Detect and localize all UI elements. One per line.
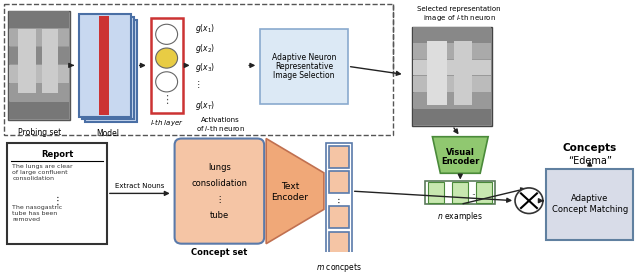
- Text: Model: Model: [97, 129, 120, 138]
- Circle shape: [156, 24, 177, 44]
- Circle shape: [156, 48, 177, 68]
- Text: $n$ examples: $n$ examples: [437, 210, 483, 223]
- Text: ⋮: ⋮: [161, 95, 172, 105]
- FancyBboxPatch shape: [260, 29, 348, 104]
- Polygon shape: [433, 137, 488, 173]
- Circle shape: [515, 188, 543, 213]
- Text: $l$-th layer: $l$-th layer: [150, 117, 184, 128]
- Text: Adaptive Neuron: Adaptive Neuron: [272, 53, 336, 62]
- FancyBboxPatch shape: [329, 172, 349, 193]
- FancyBboxPatch shape: [413, 44, 491, 59]
- Text: $g(x_2)$: $g(x_2)$: [195, 42, 215, 55]
- Text: The lungs are clear
of large confluent
consolidation: The lungs are clear of large confluent c…: [12, 164, 73, 181]
- FancyBboxPatch shape: [476, 182, 492, 202]
- Text: Text: Text: [281, 182, 300, 191]
- Text: lungs
consolidation
⋮
tube: lungs consolidation ⋮ tube: [191, 162, 248, 219]
- FancyBboxPatch shape: [8, 143, 107, 244]
- FancyBboxPatch shape: [413, 93, 491, 108]
- FancyBboxPatch shape: [428, 41, 447, 105]
- FancyBboxPatch shape: [150, 18, 182, 113]
- Text: Concept set: Concept set: [191, 248, 248, 257]
- FancyBboxPatch shape: [85, 20, 137, 122]
- Text: $g(x_1)$: $g(x_1)$: [195, 22, 215, 35]
- FancyBboxPatch shape: [413, 76, 491, 92]
- FancyBboxPatch shape: [329, 146, 349, 168]
- Text: Activations: Activations: [201, 117, 240, 122]
- FancyBboxPatch shape: [329, 206, 349, 228]
- FancyBboxPatch shape: [413, 27, 492, 126]
- FancyBboxPatch shape: [413, 60, 491, 75]
- Text: Encoder: Encoder: [441, 157, 479, 166]
- FancyBboxPatch shape: [413, 27, 491, 42]
- Text: ⋮: ⋮: [195, 80, 202, 89]
- FancyBboxPatch shape: [413, 109, 491, 125]
- FancyBboxPatch shape: [546, 169, 634, 240]
- Text: Concept Matching: Concept Matching: [552, 205, 628, 214]
- Text: Adaptive: Adaptive: [571, 194, 609, 203]
- Text: $m$ concpets: $m$ concpets: [316, 261, 362, 274]
- FancyBboxPatch shape: [19, 29, 36, 93]
- Text: of $i$-th neuron: of $i$-th neuron: [196, 124, 245, 133]
- FancyBboxPatch shape: [452, 182, 468, 202]
- Text: ⋮: ⋮: [334, 198, 344, 208]
- Text: Selected representation: Selected representation: [417, 6, 501, 12]
- Text: Report: Report: [41, 150, 74, 159]
- FancyBboxPatch shape: [329, 232, 349, 254]
- Polygon shape: [266, 139, 324, 244]
- FancyBboxPatch shape: [10, 84, 69, 101]
- Circle shape: [156, 72, 177, 92]
- Text: The nasogastric
tube has been
removed: The nasogastric tube has been removed: [12, 205, 63, 222]
- FancyBboxPatch shape: [99, 16, 109, 115]
- FancyBboxPatch shape: [454, 41, 472, 105]
- Text: “Edema”: “Edema”: [568, 156, 612, 166]
- Text: $g(x_3)$: $g(x_3)$: [195, 61, 215, 74]
- FancyBboxPatch shape: [79, 14, 131, 117]
- FancyBboxPatch shape: [10, 65, 69, 83]
- Text: Representative: Representative: [275, 62, 333, 71]
- FancyBboxPatch shape: [8, 10, 70, 120]
- Text: ...: ...: [471, 188, 478, 197]
- Text: Concepts: Concepts: [563, 143, 617, 153]
- Text: Image Selection: Image Selection: [273, 71, 335, 80]
- FancyBboxPatch shape: [10, 47, 69, 64]
- Text: Visual: Visual: [446, 148, 475, 157]
- FancyBboxPatch shape: [42, 29, 58, 93]
- Text: $g(x_T)$: $g(x_T)$: [195, 99, 214, 112]
- Text: Encoder: Encoder: [271, 193, 308, 202]
- Text: Extract Nouns: Extract Nouns: [115, 183, 164, 189]
- FancyBboxPatch shape: [428, 182, 444, 202]
- Text: image of $i$-th neuron: image of $i$-th neuron: [423, 13, 496, 23]
- Text: ⋮: ⋮: [52, 196, 62, 206]
- FancyBboxPatch shape: [10, 102, 69, 119]
- FancyBboxPatch shape: [10, 10, 69, 28]
- FancyBboxPatch shape: [175, 139, 264, 244]
- FancyBboxPatch shape: [10, 29, 69, 46]
- Text: Probing set: Probing set: [17, 128, 61, 136]
- FancyBboxPatch shape: [82, 17, 134, 119]
